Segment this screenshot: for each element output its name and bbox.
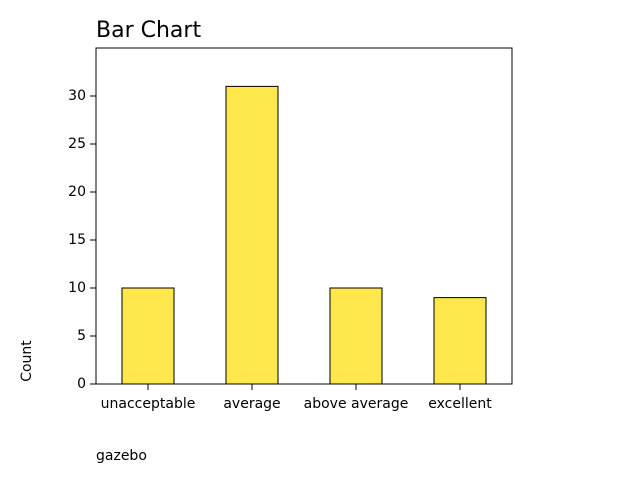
x-tick-label: average [223, 396, 280, 412]
y-axis-label: Count [19, 340, 35, 382]
y-tick-label: 10 [68, 280, 86, 296]
chart-title: Bar Chart [96, 18, 201, 43]
y-tick-label: 15 [68, 232, 86, 248]
x-tick-label: unacceptable [101, 396, 196, 412]
x-tick-label: excellent [428, 396, 492, 412]
y-tick-label: 30 [68, 88, 86, 104]
y-tick-label: 25 [68, 136, 86, 152]
y-tick-label: 5 [77, 328, 86, 344]
x-axis-label: gazebo [96, 448, 147, 464]
y-tick-label: 20 [68, 184, 86, 200]
bar [121, 287, 175, 385]
plot-frame [95, 47, 513, 385]
bar [329, 287, 383, 385]
y-tick-label: 0 [77, 376, 86, 392]
bar [433, 297, 487, 385]
x-tick-label: above average [304, 396, 409, 412]
bar [225, 85, 279, 385]
